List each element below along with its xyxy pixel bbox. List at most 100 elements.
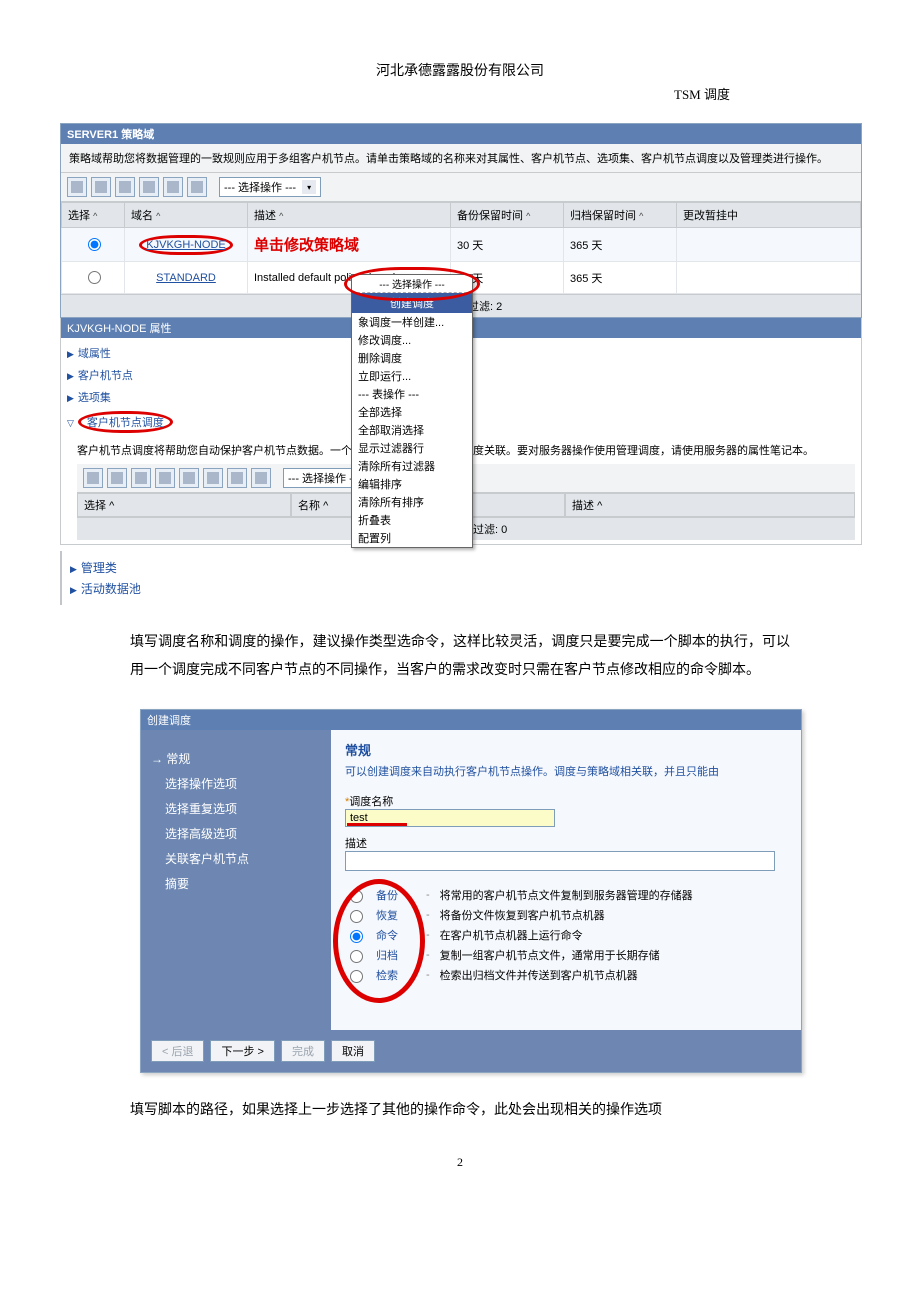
radio-row: 归档-复制一组客户机节点文件，通常用于长期存储 xyxy=(345,945,787,965)
radio-desc: 检索出归档文件并传送到客户机节点机器 xyxy=(440,967,638,983)
col-desc: 描述 xyxy=(254,210,276,222)
back-button[interactable]: < 后退 xyxy=(151,1040,204,1062)
toolbar-icon[interactable] xyxy=(163,177,183,197)
toolbar-icon[interactable] xyxy=(179,468,199,488)
radio-row: 检索-检索出归档文件并传送到客户机节点机器 xyxy=(345,965,787,985)
wizard-step[interactable]: 关联客户机节点 xyxy=(151,846,321,871)
dropdown-item[interactable]: 编辑排序 xyxy=(352,475,472,493)
dropdown-item[interactable]: 修改调度... xyxy=(352,331,472,349)
domain-link[interactable]: STANDARD xyxy=(156,272,216,284)
col-desc: 描述 ^ xyxy=(565,493,855,517)
table-row: KJVKGH-NODE 单击修改策略域 30 天 365 天 xyxy=(62,228,861,262)
panel1-desc: 策略域帮助您将数据管理的一致规则应用于多组客户机节点。请单击策略域的名称来对其属… xyxy=(61,144,861,173)
dropdown-item[interactable]: 全部取消选择 xyxy=(352,421,472,439)
row-radio[interactable] xyxy=(88,271,101,284)
chevron-down-icon: ▾ xyxy=(302,180,316,194)
panel1-title: SERVER1 策略域 xyxy=(61,124,861,144)
operation-dropdown-menu: --- 选择操作 --- 创建调度 象调度一样创建...修改调度...删除调度立… xyxy=(351,274,473,548)
radio-desc: 复制一组客户机节点文件，通常用于长期存储 xyxy=(440,947,660,963)
radio-row: 备份-将常用的客户机节点文件复制到服务器管理的存储器 xyxy=(345,885,787,905)
wizard-right-title: 常规 xyxy=(345,740,787,759)
annotation-underline xyxy=(347,821,407,826)
page-number: 2 xyxy=(60,1155,860,1170)
operation-radio[interactable] xyxy=(350,910,363,923)
toolbar-icon[interactable] xyxy=(107,468,127,488)
dropdown-item[interactable]: 删除调度 xyxy=(352,349,472,367)
toolbar-icon[interactable] xyxy=(251,468,271,488)
toolbar-icon[interactable] xyxy=(115,177,135,197)
dropdown-item[interactable]: 象调度一样创建... xyxy=(352,313,472,331)
radio-label: 检索 xyxy=(376,967,416,983)
finish-button[interactable]: 完成 xyxy=(281,1040,325,1062)
body-paragraph-2: 填写脚本的路径，如果选择上一步选择了其他的操作命令，此处会出现相关的操作选项 xyxy=(130,1097,790,1125)
radio-label: 命令 xyxy=(376,927,416,943)
doc-company: 河北承德露露股份有限公司 xyxy=(60,60,860,80)
tree-item-pool[interactable]: ▶活动数据池 xyxy=(64,578,860,599)
dropdown-item[interactable]: --- 表操作 --- xyxy=(352,385,472,403)
wizard-right-sub: 可以创建调度来自动执行客户机节点操作。调度与策略域相关联，并且只能由 xyxy=(345,763,787,779)
toolbar-icon[interactable] xyxy=(67,177,87,197)
radio-row: 恢复-将备份文件恢复到客户机节点机器 xyxy=(345,905,787,925)
wizard-right: 常规 可以创建调度来自动执行客户机节点操作。调度与策略域相关联，并且只能由 *调… xyxy=(331,730,801,1030)
dropdown-item[interactable]: 折叠表 xyxy=(352,511,472,529)
col-select: 选择 xyxy=(68,210,90,222)
dropdown-item[interactable]: 全部选择 xyxy=(352,403,472,421)
wizard-step[interactable]: 常规 xyxy=(151,746,321,771)
dropdown-item[interactable]: 清除所有过滤器 xyxy=(352,457,472,475)
radio-desc: 将备份文件恢复到客户机节点机器 xyxy=(440,907,605,923)
fld-name-label: 调度名称 xyxy=(349,796,393,808)
radio-label: 备份 xyxy=(376,887,416,903)
operation-radio[interactable] xyxy=(350,970,363,983)
dropdown-item[interactable]: 显示过滤器行 xyxy=(352,439,472,457)
toolbar-icon[interactable] xyxy=(131,468,151,488)
select-op-label: --- 选择操作 --- xyxy=(224,179,296,195)
fld-desc-label: 描述 xyxy=(345,835,787,851)
operation-radio[interactable] xyxy=(350,930,363,943)
schedule-desc-input[interactable] xyxy=(345,851,775,871)
annotation-text: 单击修改策略域 xyxy=(254,238,359,254)
toolbar-icon[interactable] xyxy=(187,177,207,197)
wizard-step[interactable]: 选择重复选项 xyxy=(151,796,321,821)
create-schedule-wizard: 创建调度 常规 选择操作选项 选择重复选项 选择高级选项 关联客户机节点 摘要 … xyxy=(140,709,802,1073)
wizard-step[interactable]: 摘要 xyxy=(151,871,321,896)
toolbar-icon[interactable] xyxy=(155,468,175,488)
col-backup: 备份保留时间 xyxy=(457,210,523,222)
dropdown-highlight[interactable]: 创建调度 xyxy=(352,293,472,313)
cell-archive: 365 天 xyxy=(564,228,677,262)
wizard-steps: 常规 选择操作选项 选择重复选项 选择高级选项 关联客户机节点 摘要 xyxy=(141,730,331,1030)
toolbar-icon[interactable] xyxy=(139,177,159,197)
wizard-footer: < 后退 下一步 > 完成 取消 xyxy=(141,1030,801,1072)
toolbar-icon[interactable] xyxy=(203,468,223,488)
wizard-step[interactable]: 选择操作选项 xyxy=(151,771,321,796)
operation-radio[interactable] xyxy=(350,950,363,963)
wizard-step[interactable]: 选择高级选项 xyxy=(151,821,321,846)
radio-row: 命令-在客户机节点机器上运行命令 xyxy=(345,925,787,945)
dropdown-item[interactable]: 立即运行... xyxy=(352,367,472,385)
toolbar-icon[interactable] xyxy=(227,468,247,488)
cancel-button[interactable]: 取消 xyxy=(331,1040,375,1062)
doc-module: TSM 调度 xyxy=(60,84,860,103)
radio-desc: 在客户机节点机器上运行命令 xyxy=(440,927,583,943)
row-radio[interactable] xyxy=(88,238,101,251)
body-paragraph-1: 填写调度名称和调度的操作，建议操作类型选命令，这样比较灵活，调度只是要完成一个脚… xyxy=(130,629,790,685)
select-operation-dropdown[interactable]: --- 选择操作 --- ▾ xyxy=(219,177,321,197)
radio-label: 恢复 xyxy=(376,907,416,923)
domain-link[interactable]: KJVKGH-NODE xyxy=(146,239,225,251)
cell-archive: 365 天 xyxy=(564,262,677,294)
radio-group: 备份-将常用的客户机节点文件复制到服务器管理的存储器恢复-将备份文件恢复到客户机… xyxy=(345,885,787,985)
toolbar-icon[interactable] xyxy=(91,177,111,197)
col-domain: 域名 xyxy=(131,210,153,222)
policy-domain-panel: SERVER1 策略域 策略域帮助您将数据管理的一致规则应用于多组客户机节点。请… xyxy=(60,123,862,318)
dropdown-item[interactable]: 配置列 xyxy=(352,529,472,547)
next-button[interactable]: 下一步 > xyxy=(210,1040,274,1062)
radio-label: 归档 xyxy=(376,947,416,963)
radio-desc: 将常用的客户机节点文件复制到服务器管理的存储器 xyxy=(440,887,693,903)
dropdown-header: --- 选择操作 --- xyxy=(352,275,472,293)
toolbar-icon[interactable] xyxy=(83,468,103,488)
mgmt-links: ▶管理类 ▶活动数据池 xyxy=(60,551,860,605)
col-select: 选择 ^ xyxy=(77,493,291,517)
operation-radio[interactable] xyxy=(350,890,363,903)
tree-item-mgmt[interactable]: ▶管理类 xyxy=(64,557,860,578)
dropdown-item[interactable]: 清除所有排序 xyxy=(352,493,472,511)
cell-backup: 30 天 xyxy=(451,228,564,262)
